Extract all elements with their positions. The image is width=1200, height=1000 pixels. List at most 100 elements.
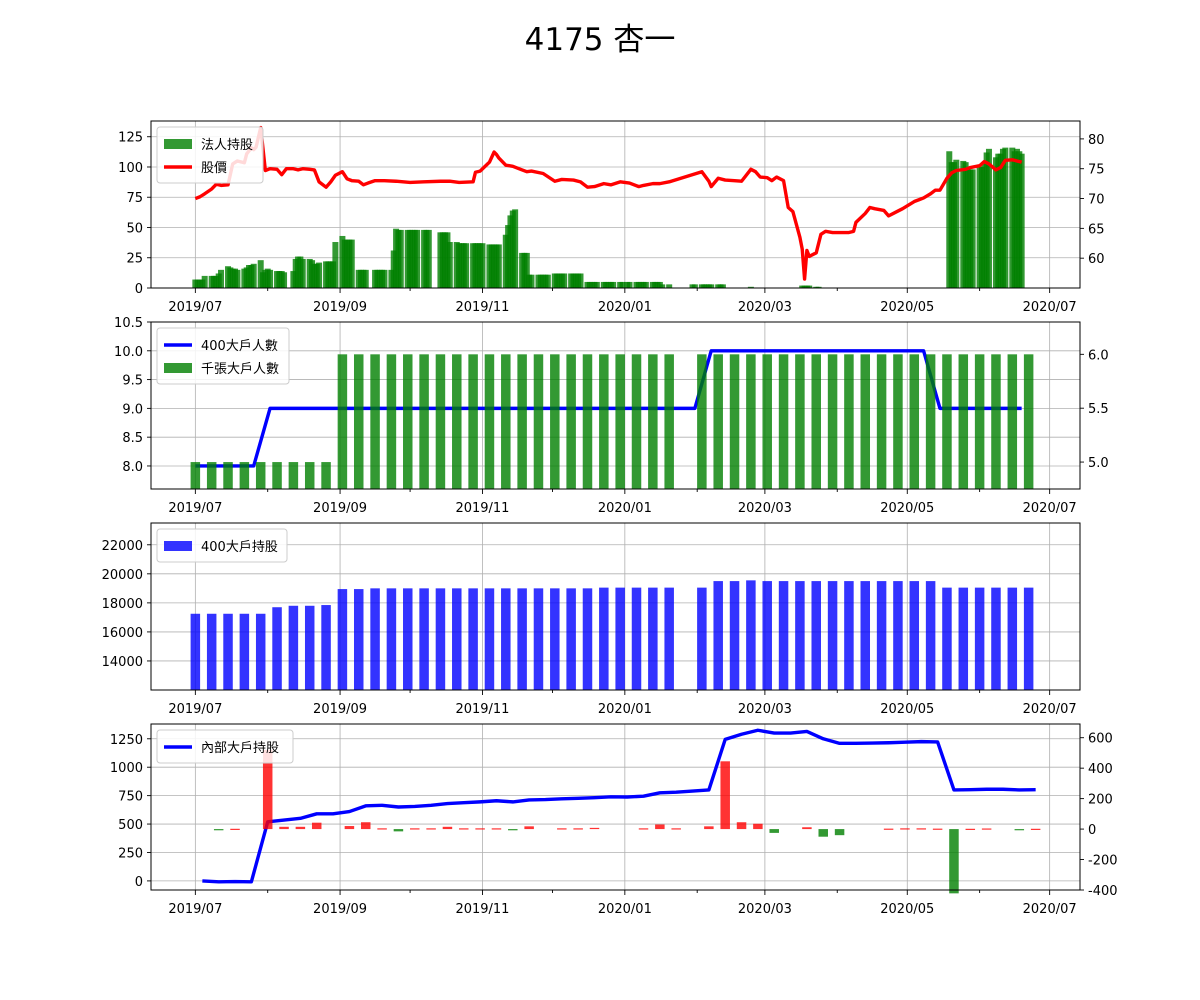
bar: [729, 581, 740, 690]
bar: [958, 587, 969, 690]
bar: [414, 229, 421, 288]
y-tick-label: 750: [118, 790, 143, 805]
bar: [1018, 153, 1025, 288]
bar: [332, 242, 339, 288]
change-bar: [491, 828, 502, 830]
y2-tick-label: 65: [1088, 222, 1105, 237]
bar: [304, 605, 315, 690]
bar: [288, 605, 299, 690]
axes-frame: [150, 120, 1081, 289]
x-tick-label: 2019/11: [455, 902, 509, 917]
legend-label: 內部大戶持股: [201, 741, 279, 756]
bar: [615, 587, 625, 690]
bar: [566, 588, 576, 690]
x-tick-label: 2019/09: [313, 902, 367, 917]
change-bar: [949, 829, 959, 894]
x-tick-label: 2019/09: [313, 702, 367, 717]
bar: [893, 581, 903, 690]
bar: [815, 286, 822, 288]
bar: [697, 354, 707, 489]
change-bar: [638, 828, 649, 830]
change-bar: [344, 826, 355, 830]
panel-big-holder-shares: 2019/07 2019/09 2019/11 2020/01 2020/03 2020/…: [102, 522, 1081, 717]
bar: [691, 284, 698, 288]
x-tick-label: 2019/07: [168, 501, 222, 516]
bar: [778, 354, 789, 489]
bar: [353, 589, 364, 690]
change-bar: [589, 827, 600, 830]
bar: [370, 354, 380, 489]
change-bar: [753, 823, 763, 830]
bar: [255, 462, 266, 489]
change-bar: [508, 829, 518, 831]
bar: [201, 275, 208, 288]
bar: [425, 229, 432, 288]
change-bar: [736, 822, 747, 830]
y-tick-label: 14000: [102, 655, 143, 670]
change-bar: [671, 828, 681, 830]
bar: [223, 462, 233, 489]
bar: [762, 581, 772, 690]
x-tick-label: 2020/07: [1023, 300, 1077, 315]
bar: [719, 284, 726, 288]
y-tick-label: 10.0: [114, 345, 143, 360]
change-bar: [524, 826, 534, 830]
x-tick-label: 2020/07: [1023, 902, 1077, 917]
y2-tick-label: 70: [1088, 193, 1105, 208]
bar: [909, 581, 920, 690]
bar: [550, 588, 560, 690]
legend-bar-swatch: [164, 541, 192, 551]
bar: [1002, 147, 1009, 288]
x-tick-label: 2019/11: [455, 702, 509, 717]
y-tick-label: 250: [118, 846, 143, 861]
x-tick-label: 2020/01: [598, 501, 652, 516]
y-tick-label: 100: [118, 161, 143, 176]
bar: [272, 462, 282, 489]
bar: [991, 354, 1001, 489]
bar: [974, 587, 985, 690]
y-tick-label: 9.0: [122, 402, 143, 417]
bar: [664, 354, 674, 489]
axes-frame: [150, 522, 1081, 691]
x-tick-label: 2019/07: [168, 702, 222, 717]
bar: [239, 613, 250, 690]
bar: [876, 354, 887, 489]
bar: [206, 613, 217, 690]
change-bar: [311, 822, 322, 830]
bar: [860, 354, 871, 489]
y-tick-label: 16000: [102, 626, 143, 641]
change-bar: [410, 828, 420, 830]
bar: [969, 169, 976, 288]
y-tick-label: 1000: [110, 761, 143, 776]
change-bar: [295, 826, 306, 830]
bar: [942, 354, 952, 489]
y-tick-label: 0: [135, 875, 143, 890]
bar: [386, 588, 397, 690]
bar: [566, 354, 576, 489]
bar: [666, 284, 673, 288]
bar: [337, 354, 348, 489]
change-bar: [230, 828, 240, 830]
bar: [610, 281, 617, 288]
bar: [452, 354, 462, 489]
bar: [708, 284, 715, 288]
bar: [582, 588, 593, 690]
y2-tick-label: 60: [1088, 252, 1105, 267]
bar: [582, 354, 593, 489]
y2-tick-label: 6.0: [1088, 348, 1109, 363]
bar: [697, 587, 707, 690]
bar: [403, 588, 413, 690]
bar: [729, 354, 740, 489]
bar: [827, 354, 838, 489]
change-bar: [1030, 828, 1041, 830]
bar: [876, 581, 887, 690]
y-tick-label: 0: [135, 282, 143, 297]
y2-tick-label: 0: [1088, 823, 1096, 838]
bar: [659, 284, 666, 288]
change-bar: [377, 828, 387, 830]
legend-bar-swatch: [164, 139, 192, 149]
x-tick-label: 2019/11: [455, 501, 509, 516]
panel-insider-holding: 2019/07 2019/09 2019/11 2020/01 2020/03 2020/…: [110, 723, 1118, 917]
series-line: [194, 125, 1023, 281]
bar: [953, 159, 960, 288]
